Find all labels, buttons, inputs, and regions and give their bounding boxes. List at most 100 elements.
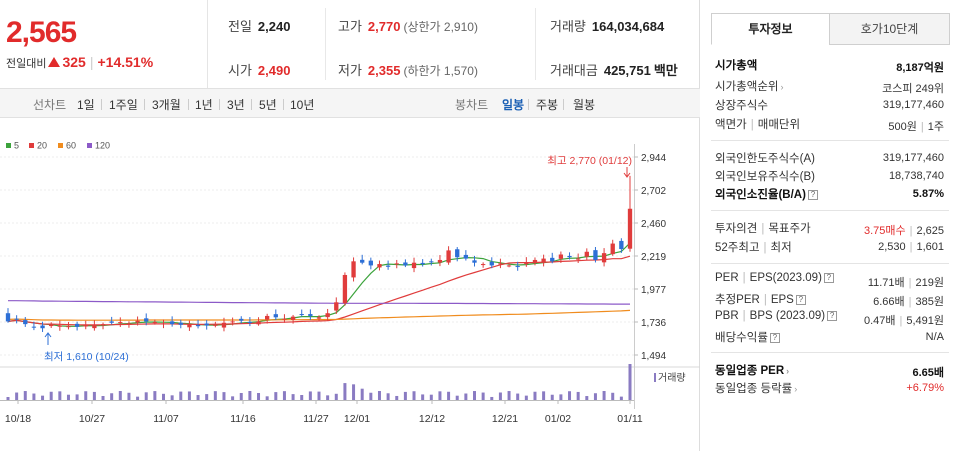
volume-bar (41, 395, 45, 400)
volume-bar (257, 393, 261, 400)
low-annotation: 최저 1,610 (10/24) (44, 351, 129, 363)
mktcap-label: 시가총액 (715, 60, 758, 72)
help-icon[interactable]: ? (827, 311, 838, 321)
sector-chg-label[interactable]: 동일업종 등락률 › (715, 383, 798, 395)
candle-body (187, 324, 192, 328)
period-1d[interactable]: 1일 (77, 98, 95, 112)
y-tick-label: 2,219 (641, 252, 666, 263)
change-value: 325 (62, 54, 86, 70)
candle-body (40, 325, 45, 329)
candle-body (368, 260, 373, 266)
tab-investment-info[interactable]: 투자정보 (711, 13, 830, 45)
x-tick-label: 11/07 (153, 413, 179, 425)
legend-swatch-120 (87, 143, 92, 148)
volume-bar (447, 391, 451, 400)
volume-bar (179, 391, 183, 400)
candle-body (334, 302, 339, 311)
volume-bar (66, 394, 70, 400)
candle-body (74, 323, 80, 327)
high-annotation: 최고 2,770 (01/12) (547, 155, 632, 167)
period-5y[interactable]: 5년 (259, 98, 277, 112)
quote-panel: 2,565 전일대비 325 | +14.51% 전일 2,240 시가 2,490 고가… (0, 0, 700, 451)
candle-body (342, 274, 348, 304)
x-tick-label: 12/21 (492, 413, 518, 425)
moving-average-20 (7, 255, 631, 326)
volume-bar (282, 391, 286, 400)
candle-body (411, 262, 417, 269)
candle-body (265, 315, 270, 320)
volume-bar (611, 392, 615, 400)
pbr-value: 0.47배 | 5,491원 (863, 315, 944, 327)
volume-bar (602, 391, 606, 400)
volume-bar (170, 395, 174, 400)
chart-grid (0, 144, 700, 409)
candle-body (420, 262, 425, 265)
y-tick-label: 1,736 (641, 318, 666, 329)
per-value: 11.71배 | 219원 (867, 277, 944, 289)
help-icon[interactable]: ? (823, 273, 834, 283)
period-10y[interactable]: 10년 (290, 98, 315, 112)
period-3m[interactable]: 3개월 (152, 98, 181, 112)
low-arrow-icon (44, 332, 52, 338)
y-tick-label: 1,494 (641, 351, 666, 362)
candle-monthly[interactable]: 월봉 (573, 98, 596, 112)
candle-body (31, 326, 37, 328)
period-1w[interactable]: 1주일 (109, 98, 138, 112)
sector-per-label[interactable]: 동일업종 PER › (715, 365, 790, 377)
foreign-ratio-value: 5.87% (912, 188, 944, 200)
volume-bar (58, 391, 62, 400)
foreign-ratio-label: 외국인소진율(B/A)? (715, 186, 818, 202)
volume-bar (110, 393, 114, 400)
par-unit-label: 액면가 | 매매단위 (715, 119, 801, 131)
low-price: 저가 2,355 (하한가 1,570) (338, 63, 478, 78)
mktcap-value: 8,187억원 (896, 62, 944, 74)
help-icon[interactable]: ? (807, 190, 818, 200)
volume: 거래량 164,034,684 (550, 19, 665, 34)
y-tick-label: 1,977 (641, 285, 666, 296)
candle-body (308, 314, 313, 316)
help-icon[interactable]: ? (795, 295, 806, 305)
volume-bar (118, 391, 122, 400)
volume-bar (92, 391, 96, 400)
per-label: PER | EPS(2023.09)? (715, 272, 834, 284)
foreign-hold-value: 18,738,740 (888, 170, 944, 182)
volume-label: 거래량 (658, 372, 686, 384)
volume-bar (265, 396, 269, 400)
period-1y[interactable]: 1년 (195, 98, 213, 112)
candle-body (437, 259, 443, 263)
candle-body (178, 322, 183, 325)
candlestick-chart[interactable]: 5 20 60 120 2,944 2,702 2,460 2,219 1,977 1,736 1… (0, 119, 700, 451)
volume-bar (516, 393, 520, 400)
volume-bar (222, 392, 226, 400)
candle-body (351, 261, 356, 278)
period-3y[interactable]: 3년 (227, 98, 245, 112)
tab-orderbook[interactable]: 호가10단계 (829, 13, 950, 45)
volume-bar (550, 394, 554, 400)
volume-bar (429, 394, 433, 400)
candle-weekly[interactable]: 주봉 (536, 98, 559, 112)
candle-body (161, 323, 166, 325)
rank-label[interactable]: 시가총액순위 › (715, 81, 784, 93)
high-arrow-icon (623, 172, 631, 178)
candle-body (506, 265, 512, 267)
candle-body (221, 322, 227, 328)
volume-bar (369, 392, 373, 400)
volume-bar (213, 391, 217, 400)
candle-body (204, 323, 209, 326)
volume-bar (334, 393, 338, 400)
volume-bar (6, 397, 10, 400)
candle-body (446, 250, 451, 263)
candle-body (152, 322, 158, 324)
legend-label-120: 120 (95, 141, 110, 151)
volume-bar (136, 396, 140, 400)
volume-bar (231, 396, 235, 400)
candle-daily[interactable]: 일봉 (502, 98, 525, 112)
x-tick-label: 01/02 (545, 413, 571, 425)
investment-info-panel: 투자정보 호가10단계 시가총액 8,187억원 시가총액순위 › 코스피 249… (701, 0, 961, 451)
help-icon[interactable]: ? (769, 333, 780, 343)
candle-body (282, 318, 287, 320)
candle-body (360, 259, 365, 263)
volume-bar (438, 391, 442, 400)
candle-body (213, 324, 218, 326)
volume-bar (153, 391, 157, 400)
